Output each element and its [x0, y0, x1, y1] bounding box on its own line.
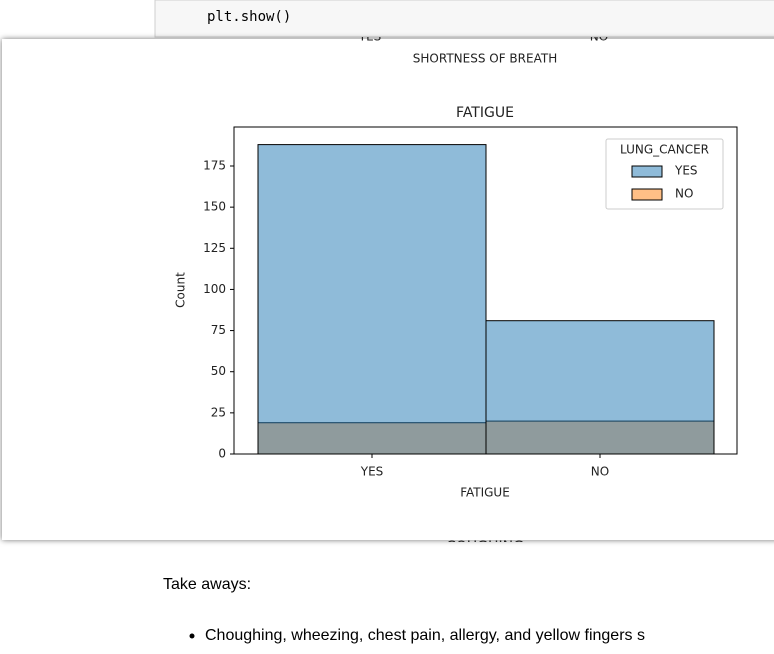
next-chart-title: COUGHING: [446, 539, 524, 555]
prev-tick-label: NO: [590, 30, 608, 44]
y-axis-label: Count: [174, 272, 188, 308]
axes-frame: [233, 126, 738, 455]
prev-x-label: SHORTNESS OF BREATH: [413, 52, 557, 66]
code-text: plt.show(): [207, 9, 291, 25]
bar: [485, 320, 715, 455]
x-axis-label: FATIGUE: [460, 486, 510, 500]
legend-swatch: [631, 165, 663, 178]
y-tick-label: 75: [211, 323, 226, 337]
output-content: YES NO SHORTNESS OF BREATH FATIGUE FATIG…: [174, 30, 738, 555]
y-tick-label: 25: [211, 405, 226, 419]
bar: [257, 144, 487, 455]
legend-label: NO: [675, 187, 693, 201]
y-tick-label: 150: [203, 200, 226, 214]
y-tick-label: 175: [203, 159, 226, 173]
bullet-dot: [189, 633, 195, 639]
y-tick-label: 125: [203, 241, 226, 255]
plot: 0 25 50 75 100 125 150 175 YES NO LUNG_CANCER YES NO: [203, 126, 738, 479]
legend-swatch: [631, 188, 663, 201]
prev-tick-label: YES: [358, 30, 382, 44]
legend-title: LUNG_CANCER: [620, 143, 709, 157]
x-tick-label: NO: [591, 465, 609, 479]
y-tick-label: 0: [218, 447, 226, 461]
markdown-bullet: Choughing, wheezing, chest pain, allergy…: [205, 627, 645, 644]
y-tick-label: 50: [211, 364, 226, 378]
y-tick-label: 100: [203, 282, 226, 296]
legend-label: YES: [674, 164, 698, 178]
x-tick-label: YES: [360, 465, 384, 479]
chart-title: FATIGUE: [456, 105, 514, 121]
code-cell[interactable]: [154, 0, 774, 38]
markdown-heading: Take aways:: [163, 576, 251, 593]
